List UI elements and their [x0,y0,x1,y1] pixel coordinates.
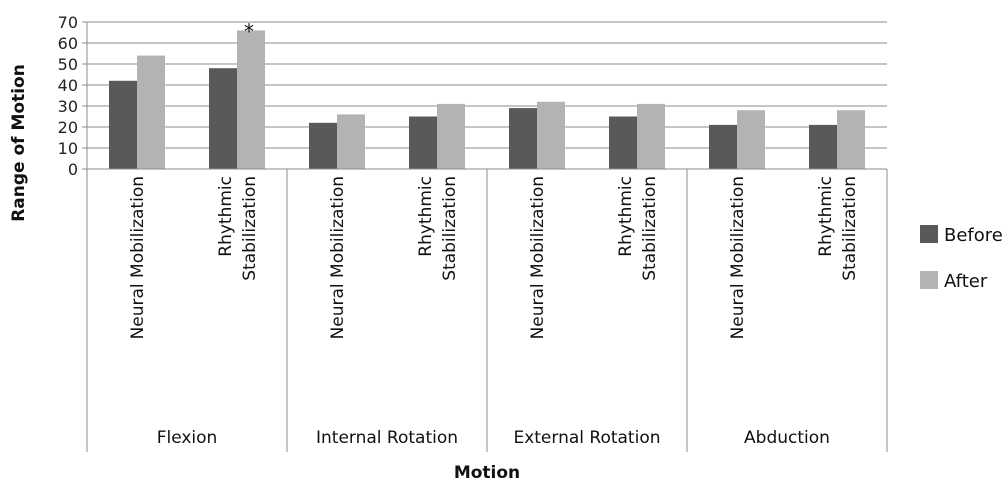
bar-after-6 [737,110,765,169]
category-label: Rhythmic [616,176,636,257]
y-tick-label: 10 [58,139,78,158]
legend-label-before: Before [944,225,1003,246]
bar-before-2 [309,122,337,169]
category-label: Stabilization [840,176,860,281]
y-tick-labels: 0 10 20 30 40 50 60 70 [58,13,78,179]
group-labels: Flexion Internal Rotation External Rotatio… [157,428,830,448]
category-label: Neural Mobilization [128,176,148,339]
legend-swatch-after [920,271,938,289]
y-tick-label: 50 [58,55,78,74]
y-tick-label: 60 [58,34,78,53]
category-label: Neural Mobilization [328,176,348,339]
bar-before-4 [509,108,537,169]
y-tick-label: 70 [58,13,78,32]
category-label: Rhythmic [216,176,236,257]
legend: Before After [920,225,1003,292]
y-tick-label: 20 [58,118,78,137]
category-label: Stabilization [440,176,460,281]
bar-after-3 [437,103,465,169]
bar-before-1 [209,68,237,169]
bar-after-2 [337,114,365,169]
bar-before-3 [409,116,437,169]
y-axis-title: Range of Motion [9,64,29,222]
bar-before-0 [109,80,137,169]
bar-after-5 [637,103,665,169]
bar-after-7 [837,110,865,169]
bar-after-1 [237,30,265,170]
x-axis-title: Motion [454,463,520,482]
group-label: Internal Rotation [316,428,458,448]
group-label: Flexion [157,428,218,448]
gridlines [87,21,887,149]
category-label: Stabilization [240,176,260,281]
category-labels: Neural Mobilization Rhythmic Stabilization… [128,176,860,339]
axes [82,21,888,452]
group-label: Abduction [744,428,830,448]
annotation-asterisk: * [244,19,254,43]
legend-label-after: After [944,271,988,292]
category-label: Rhythmic [416,176,436,257]
category-label: Stabilization [640,176,660,281]
bar-before-5 [609,116,637,169]
group-label: External Rotation [513,428,660,448]
bar-before-7 [809,124,837,169]
bar-after-0 [137,55,165,169]
bar-after-4 [537,101,565,169]
y-tick-label: 40 [58,76,78,95]
category-label: Neural Mobilization [728,176,748,339]
category-label: Neural Mobilization [528,176,548,339]
y-tick-label: 30 [58,97,78,116]
y-tick-label: 0 [68,160,78,179]
bar-before-6 [709,124,737,169]
legend-swatch-before [920,225,938,243]
category-label: Rhythmic [816,176,836,257]
bars [109,30,865,170]
annotations: * [244,19,254,43]
